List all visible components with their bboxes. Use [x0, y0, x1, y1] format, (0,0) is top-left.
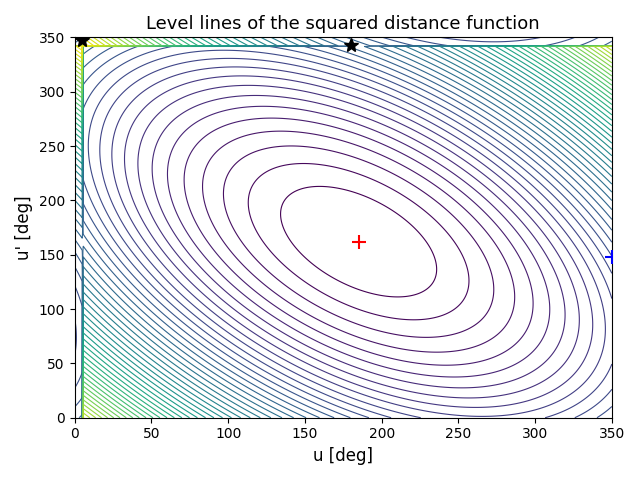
X-axis label: u [deg]: u [deg] [313, 447, 373, 465]
Title: Level lines of the squared distance function: Level lines of the squared distance func… [147, 15, 540, 33]
Y-axis label: u' [deg]: u' [deg] [15, 195, 33, 260]
